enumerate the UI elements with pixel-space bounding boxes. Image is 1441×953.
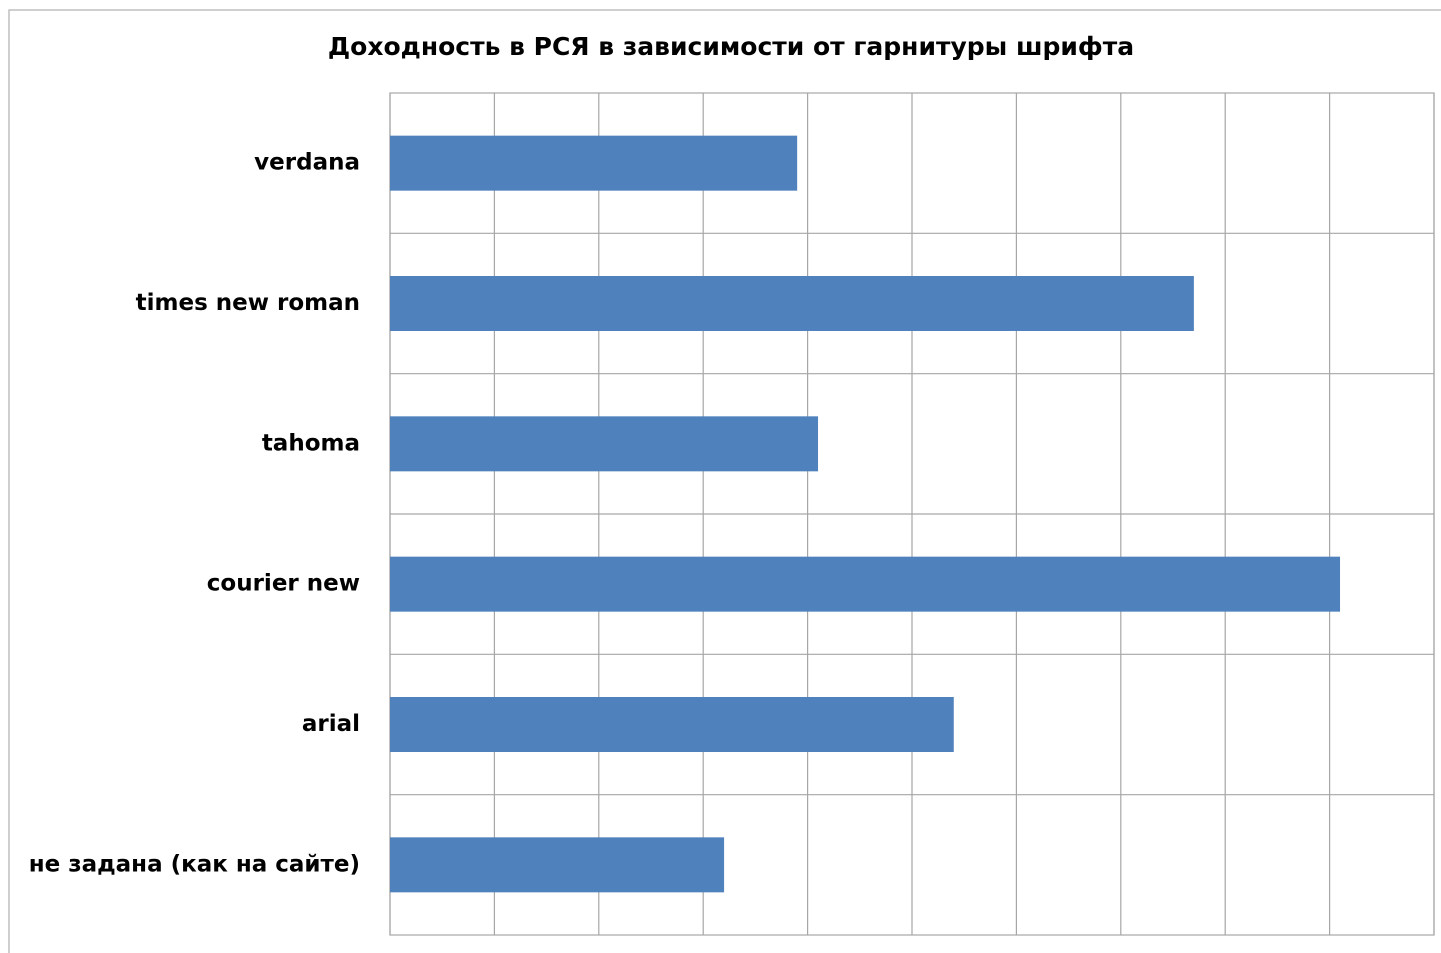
bar xyxy=(390,135,798,191)
y-tick-label: arial xyxy=(302,711,360,737)
bar xyxy=(390,837,725,893)
plot-border xyxy=(389,92,1435,936)
bar xyxy=(390,276,1194,331)
bar xyxy=(390,697,954,752)
y-tick-label: tahoma xyxy=(262,430,360,456)
bar xyxy=(390,556,1341,612)
bar xyxy=(390,416,819,472)
y-tick-label: verdana xyxy=(254,150,360,176)
y-tick-label: times new roman xyxy=(136,290,360,316)
y-tick-label: courier new xyxy=(207,571,360,597)
y-tick-label: не задана (как на сайте) xyxy=(29,851,360,877)
chart-title: Доходность в РСЯ в зависимости от гарнит… xyxy=(328,32,1134,61)
